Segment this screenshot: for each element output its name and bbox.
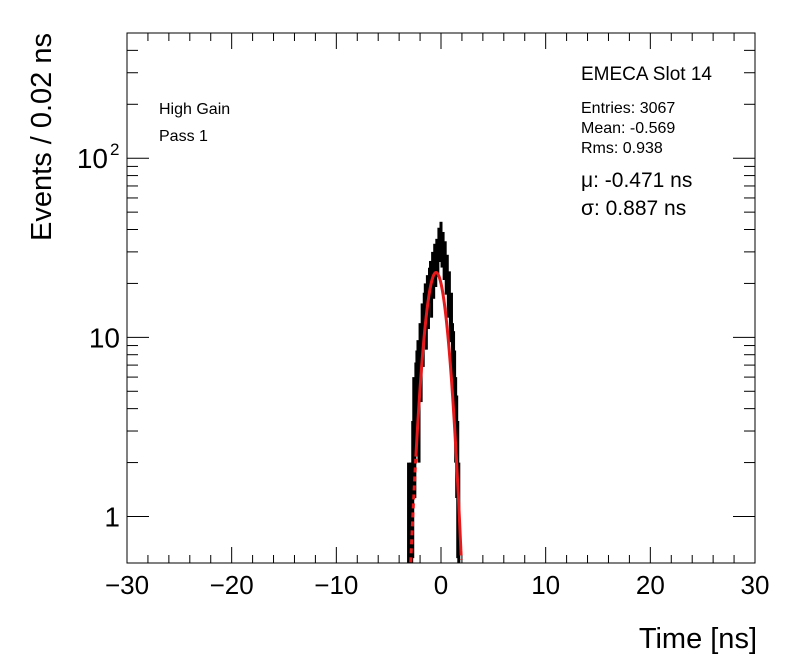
x-tick-label: 0 (434, 570, 448, 600)
x-tick-label: 30 (741, 570, 770, 600)
gain-label: High Gain (159, 101, 230, 118)
x-tick-label: −10 (314, 570, 358, 600)
mean-label: Mean: -0.569 (581, 120, 675, 137)
x-axis-ticks: −30 −20 −10 0 10 20 30 (105, 33, 770, 600)
pass-label: Pass 1 (159, 128, 208, 145)
x-tick-label: 10 (531, 570, 560, 600)
chart-title: EMECA Slot 14 (581, 64, 712, 85)
y-tick-label: 10 (89, 322, 120, 353)
x-tick-label: −30 (105, 570, 149, 600)
fit-curve (414, 271, 463, 551)
y-tick-exponent: 2 (110, 140, 119, 159)
x-tick-label: −20 (210, 570, 254, 600)
fit-sigma-label: σ: 0.887 ns (581, 197, 686, 220)
y-axis-label: Events / 0.02 ns (26, 33, 58, 241)
entries-label: Entries: 3067 (581, 100, 675, 117)
y-tick-label: 1 (104, 501, 120, 532)
gaussian-fit (409, 271, 463, 563)
x-tick-label: 20 (636, 570, 665, 600)
fit-curve-tail-left (409, 458, 418, 563)
x-axis-label: Time [ns] (639, 623, 757, 655)
fit-mu-label: μ: -0.471 ns (581, 169, 692, 192)
y-tick-label: 10 (77, 143, 108, 174)
rms-label: Rms: 0.938 (581, 140, 663, 157)
